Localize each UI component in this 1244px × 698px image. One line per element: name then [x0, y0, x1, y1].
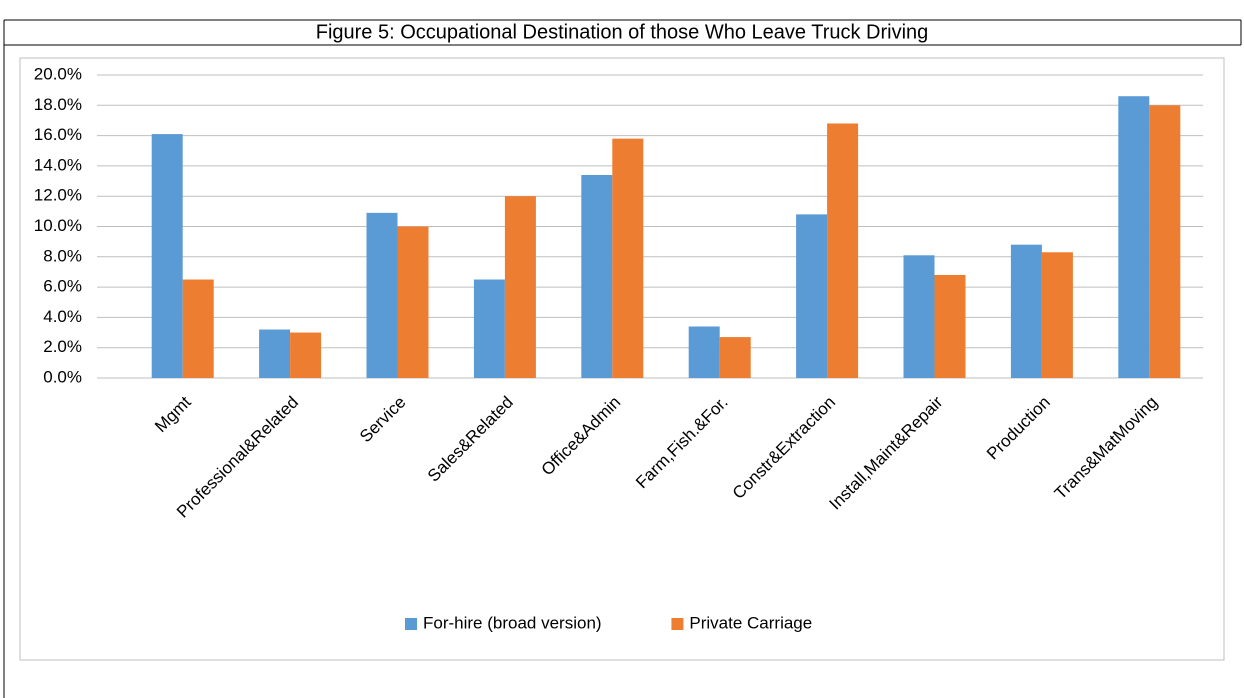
legend-swatch [405, 618, 417, 630]
bar [581, 174, 613, 378]
y-tick-label: 16.0% [34, 125, 82, 144]
bar [827, 123, 859, 378]
y-tick-label: 18.0% [34, 95, 82, 114]
x-tick-label: Professional&Related [173, 393, 302, 522]
x-tick-label: Farm,Fish.&For. [632, 393, 732, 493]
bar [290, 332, 322, 378]
bar [366, 212, 398, 378]
legend-label: For-hire (broad version) [423, 613, 602, 632]
bar [903, 255, 935, 378]
bar [1149, 105, 1181, 379]
bar [259, 329, 291, 378]
x-tick-label: Install,Maint&Repair [825, 392, 946, 513]
bar [473, 279, 505, 378]
bar [612, 138, 644, 378]
x-tick-label: Mgmt [151, 392, 195, 436]
bar [1118, 96, 1150, 379]
y-tick-label: 14.0% [34, 155, 82, 174]
chart-border [19, 57, 1225, 661]
bar [151, 134, 183, 378]
y-tick-label: 4.0% [43, 307, 82, 326]
y-tick-label: 12.0% [34, 186, 82, 205]
x-tick-label: Constr&Extraction [729, 393, 839, 503]
bar [796, 214, 828, 378]
bar [688, 326, 720, 378]
y-tick-label: 2.0% [43, 337, 82, 356]
x-tick-label: Service [356, 393, 410, 447]
bar [1041, 252, 1073, 378]
x-tick-label: Trans&MatMoving [1051, 393, 1162, 504]
chart-title: Figure 5: Occupational Destination of th… [316, 21, 929, 43]
x-tick-label: Sales&Related [424, 393, 517, 486]
bar [719, 337, 751, 378]
bar [1010, 244, 1042, 378]
y-tick-label: 10.0% [34, 216, 82, 235]
bar [397, 226, 429, 378]
bar [934, 274, 966, 378]
y-tick-label: 8.0% [43, 246, 82, 265]
y-tick-label: 20.0% [34, 64, 82, 83]
y-tick-label: 6.0% [43, 277, 82, 296]
x-tick-label: Office&Admin [538, 393, 625, 480]
legend-swatch [671, 618, 684, 630]
x-tick-label: Production [983, 393, 1054, 464]
bar [504, 196, 536, 378]
bar [182, 279, 214, 378]
y-tick-label: 0.0% [43, 367, 82, 386]
legend-label: Private Carriage [689, 613, 812, 632]
